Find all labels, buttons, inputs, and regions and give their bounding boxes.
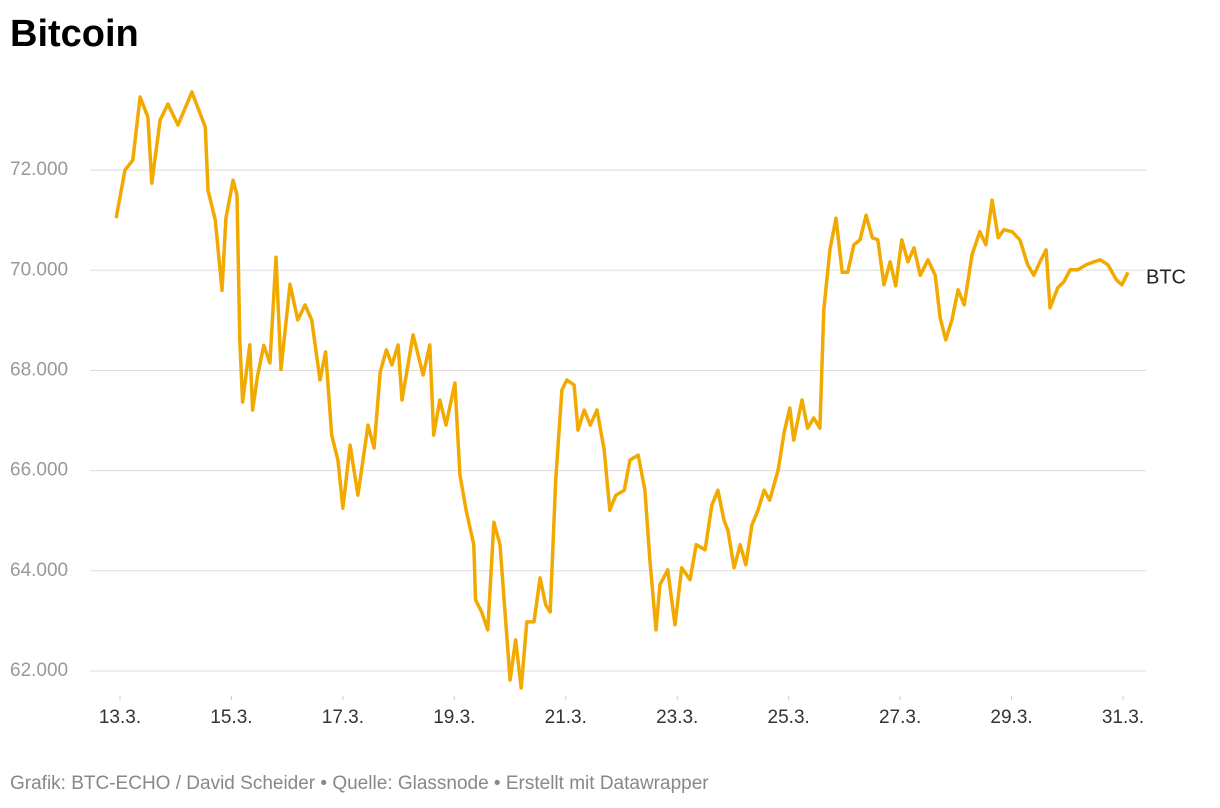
y-tick-label: 62.000 bbox=[10, 660, 68, 681]
y-tick-label: 70.000 bbox=[10, 259, 68, 280]
x-tick-label: 17.3. bbox=[322, 707, 364, 728]
x-tick-label: 13.3. bbox=[99, 707, 141, 728]
y-tick-label: 66.000 bbox=[10, 460, 68, 481]
x-tick-label: 29.3. bbox=[990, 707, 1032, 728]
y-tick-label: 72.000 bbox=[10, 159, 68, 180]
line bbox=[114, 90, 1130, 690]
series-label: BTC bbox=[1146, 267, 1186, 289]
y-tick-label: 68.000 bbox=[10, 359, 68, 380]
x-tick-label: 27.3. bbox=[879, 707, 921, 728]
chart-title: Bitcoin bbox=[10, 13, 139, 55]
x-tick-label: 19.3. bbox=[433, 707, 475, 728]
x-tick-label: 21.3. bbox=[545, 707, 587, 728]
x-tick-label: 23.3. bbox=[656, 707, 698, 728]
x-tick-label: 31.3. bbox=[1102, 707, 1144, 728]
footer: Grafik: BTC-ECHO / David Scheider • Quel… bbox=[10, 773, 709, 794]
x-tick-label: 15.3. bbox=[210, 707, 252, 728]
y-tick-label: 64.000 bbox=[10, 560, 68, 581]
x-tick-label: 25.3. bbox=[768, 707, 810, 728]
